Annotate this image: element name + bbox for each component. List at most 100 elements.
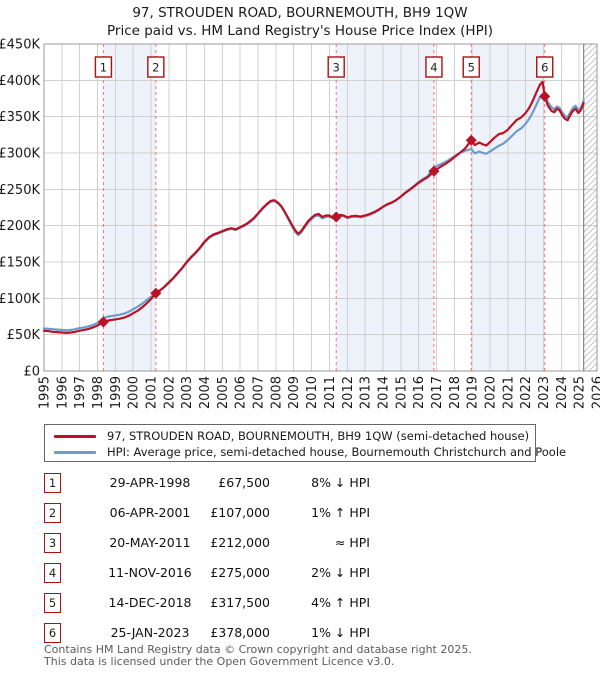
ownership-period-band: [103, 44, 156, 371]
sale-point-diamond: [539, 90, 551, 102]
x-axis-tick-label: 2017: [430, 376, 445, 409]
x-axis-tick-label: 2009: [287, 376, 302, 409]
table-row: 4 11-NOV-2016 £275,000 2% ↓ HPI: [0, 563, 600, 585]
sale-number-box: [536, 56, 554, 78]
x-axis-tick-label: 2005: [216, 376, 231, 409]
y-axis-tick-label: £350K: [0, 110, 40, 125]
sale-price: £275,000: [210, 565, 270, 580]
table-row: 5 14-DEC-2018 £317,500 4% ↑ HPI: [0, 593, 600, 615]
x-axis-tick-label: 1996: [55, 376, 70, 409]
x-axis-tick-label: 2001: [145, 376, 160, 409]
x-axis-tick-label: 2026: [591, 376, 600, 409]
future-hatch-region: [583, 44, 597, 371]
sale-price: £212,000: [210, 535, 270, 550]
x-axis-tick-label: 1999: [109, 376, 124, 409]
table-row: 3 20-MAY-2011 £212,000 ≈ HPI: [0, 533, 600, 555]
sale-number-badge: 4: [44, 563, 61, 583]
x-axis-tick-label: 2024: [555, 376, 570, 409]
sale-number-badge: 6: [44, 623, 61, 643]
legend-item-hpi: HPI: Average price, semi-detached house,…: [45, 444, 566, 460]
x-axis-tick-label: 2011: [323, 376, 338, 409]
chart-subtitle: Price paid vs. HM Land Registry's House …: [107, 23, 493, 39]
y-axis-tick-label: £150K: [0, 256, 40, 271]
y-axis-tick-label: £100K: [0, 292, 40, 307]
plot-border: [43, 43, 598, 372]
x-axis-tick-label: 1997: [73, 376, 88, 409]
sale-date: 20-MAY-2011: [109, 535, 191, 550]
sale-price: £67,500: [218, 475, 270, 490]
sale-number-box: [94, 56, 113, 78]
sale-hpi-comparison: 2% ↓ HPI: [311, 565, 370, 580]
x-axis-tick-label: 2006: [234, 376, 249, 409]
table-row: 2 06-APR-2001 £107,000 1% ↑ HPI: [0, 503, 600, 525]
sale-price: £317,500: [210, 595, 270, 610]
sale-hpi-comparison: 1% ↑ HPI: [311, 505, 370, 520]
y-axis-tick-label: £0: [23, 365, 40, 380]
ownership-period-band: [336, 44, 434, 371]
legend-item-property: 97, STROUDEN ROAD, BOURNEMOUTH, BH9 1QW …: [45, 428, 535, 444]
x-axis-tick-label: 2004: [198, 376, 213, 409]
legend-label-property: 97, STROUDEN ROAD, BOURNEMOUTH, BH9 1QW …: [107, 429, 530, 443]
x-axis-tick-label: 2013: [359, 376, 374, 409]
x-axis-tick-label: 2000: [127, 376, 142, 409]
legend-label-hpi: HPI: Average price, semi-detached house,…: [107, 445, 567, 459]
sale-number-box-label: 1: [100, 61, 107, 75]
sale-hpi-comparison: 4% ↑ HPI: [311, 595, 370, 610]
y-axis-tick-label: £50K: [7, 328, 41, 343]
sale-hpi-comparison: ≈ HPI: [334, 535, 370, 550]
x-axis-tick-label: 2025: [573, 376, 588, 409]
y-axis-tick-label: £300K: [0, 147, 40, 162]
sale-number-box-label: 2: [152, 61, 159, 75]
x-axis-tick-label: 2019: [466, 376, 481, 409]
sale-point-diamond: [330, 211, 342, 223]
sale-number-box: [462, 56, 480, 78]
y-axis-tick-label: £400K: [0, 74, 40, 89]
sale-number-box-label: 5: [468, 61, 475, 75]
footer-line1: Contains HM Land Registry data © Crown c…: [44, 643, 472, 656]
sale-date: 14-DEC-2018: [108, 595, 192, 610]
x-axis-tick-label: 2003: [180, 376, 195, 409]
x-axis-tick-label: 1995: [38, 376, 53, 409]
sale-hpi-comparison: 8% ↓ HPI: [311, 475, 370, 490]
sale-number-box-label: 3: [333, 61, 340, 75]
x-axis-tick-label: 2015: [394, 376, 409, 409]
chart-legend: 97, STROUDEN ROAD, BOURNEMOUTH, BH9 1QW …: [44, 424, 566, 462]
x-axis-tick-label: 2002: [162, 376, 177, 409]
x-axis-tick-label: 2018: [448, 376, 463, 409]
sale-number-box: [147, 56, 165, 78]
sale-hpi-comparison: 1% ↓ HPI: [311, 625, 370, 640]
hpi-line: [42, 92, 585, 332]
footer-line2: This data is licensed under the Open Gov…: [44, 654, 395, 668]
x-axis-tick-label: 2010: [305, 376, 320, 409]
sale-number-box-label: 6: [541, 61, 548, 75]
table-row: 6 25-JAN-2023 £378,000 1% ↓ HPI: [0, 623, 600, 645]
attribution-footer: Contains HM Land Registry data © Crown c…: [44, 644, 584, 667]
page-title: 97, STROUDEN ROAD, BOURNEMOUTH, BH9 1QW …: [0, 4, 600, 40]
x-axis-tick-label: 2016: [412, 376, 427, 409]
sale-date: 06-APR-2001: [109, 505, 191, 520]
x-axis-tick-label: 2012: [341, 376, 356, 409]
x-axis-tick-label: 2022: [519, 376, 534, 409]
sale-number-badge: 3: [44, 533, 61, 553]
x-axis-tick-label: 2008: [269, 376, 284, 409]
sale-point-diamond: [97, 316, 109, 328]
x-axis-tick-label: 2007: [252, 376, 267, 409]
price-chart: 1 2 3 4 5 6 £0 £50K £100K £150K £200K £250K £300K £35…: [0, 38, 600, 410]
hpi-line-swatch: [54, 451, 96, 454]
sale-price: £107,000: [210, 505, 270, 520]
x-axis-tick-label: 2014: [376, 376, 391, 409]
sale-number-box: [425, 56, 443, 78]
table-row: 1 29-APR-1998 £67,500 8% ↓ HPI: [0, 473, 600, 495]
sale-point-diamond: [428, 165, 440, 177]
sale-number-box: [327, 56, 345, 78]
x-axis-tick-label: 2021: [501, 376, 516, 409]
x-axis-tick-label: 2020: [483, 376, 498, 409]
sale-number-badge: 1: [44, 473, 61, 493]
sale-number-box-label: 4: [430, 61, 437, 75]
x-axis-tick-label: 2023: [537, 376, 552, 409]
sale-point-diamond: [150, 287, 162, 299]
chart-title-address: 97, STROUDEN ROAD, BOURNEMOUTH, BH9 1QW: [132, 5, 468, 21]
sale-date: 29-APR-1998: [109, 475, 191, 490]
sale-price: £378,000: [210, 625, 270, 640]
